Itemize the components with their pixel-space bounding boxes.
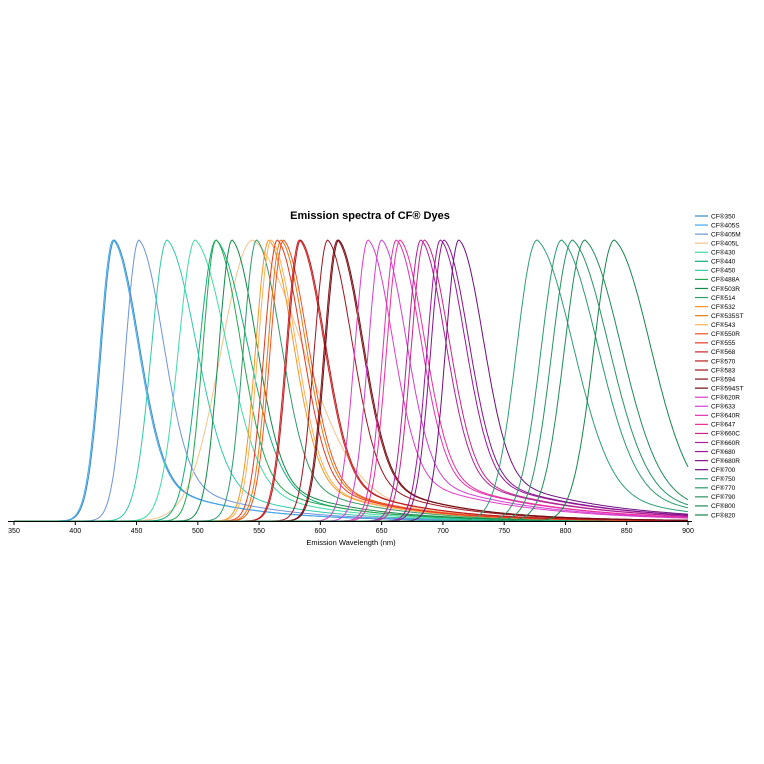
- legend-label: CF®488A: [711, 276, 740, 284]
- legend-label: CF®440: [711, 258, 736, 266]
- legend-label: CF®535ST: [711, 312, 744, 320]
- legend-label: CF®594ST: [711, 384, 744, 392]
- legend-item: CF®430: [695, 249, 736, 257]
- legend-label: CF®430: [711, 249, 736, 257]
- legend-item: CF®633: [695, 403, 736, 411]
- legend-item: CF®640R: [695, 412, 740, 420]
- legend-label: CF®405S: [711, 221, 740, 229]
- spectra-curves: [14, 239, 689, 522]
- legend-item: CF®680: [695, 448, 736, 456]
- x-tick-label: 800: [560, 528, 572, 535]
- legend-item: CF®583: [695, 366, 736, 374]
- legend-label: CF®450: [711, 267, 736, 275]
- legend-item: CF®514: [695, 294, 736, 302]
- legend-item: CF®488A: [695, 276, 740, 284]
- x-tick-label: 700: [437, 528, 449, 535]
- legend-label: CF®680: [711, 448, 736, 456]
- legend-label: CF®532: [711, 303, 736, 311]
- legend-item: CF®820: [695, 511, 736, 519]
- legend-label: CF®800: [711, 502, 736, 510]
- legend-item: CF®770: [695, 484, 736, 492]
- legend-label: CF®680R: [711, 457, 740, 465]
- legend-item: CF®800: [695, 502, 736, 510]
- legend-item: CF®405L: [695, 239, 739, 247]
- legend-item: CF®555: [695, 339, 736, 347]
- legend-item: CF®405S: [695, 221, 740, 229]
- legend-label: CF®543: [711, 321, 736, 329]
- legend-item: CF®570: [695, 357, 736, 365]
- x-tick-label: 550: [253, 528, 265, 535]
- legend-item: CF®660C: [695, 430, 740, 438]
- legend-label: CF®570: [711, 357, 736, 365]
- legend-item: CF®440: [695, 258, 736, 266]
- legend-item: CF®594ST: [695, 384, 744, 392]
- x-tick-label: 350: [8, 528, 20, 535]
- x-tick-label: 400: [69, 528, 81, 535]
- legend-label: CF®790: [711, 493, 736, 501]
- legend-label: CF®660C: [711, 430, 740, 438]
- legend-label: CF®660R: [711, 439, 740, 447]
- legend-item: CF®700: [695, 466, 736, 474]
- legend-item: CF®350: [695, 212, 736, 220]
- x-tick-label: 600: [315, 528, 327, 535]
- spectrum-curve-CF594: [14, 239, 688, 522]
- legend-label: CF®620R: [711, 394, 740, 402]
- legend-item: CF®680R: [695, 457, 740, 465]
- legend-label: CF®633: [711, 403, 736, 411]
- x-tick-label: 500: [192, 528, 204, 535]
- legend-item: CF®594: [695, 375, 736, 383]
- legend-label: CF®640R: [711, 412, 740, 420]
- legend-item: CF®568: [695, 348, 736, 356]
- legend-item: CF®620R: [695, 394, 740, 402]
- x-tick-label: 450: [131, 528, 143, 535]
- legend-label: CF®700: [711, 466, 736, 474]
- legend-item: CF®550R: [695, 330, 740, 338]
- legend-item: CF®647: [695, 421, 736, 429]
- x-tick-label: 900: [682, 528, 694, 535]
- legend-label: CF®568: [711, 348, 736, 356]
- x-axis-label: Emission Wavelength (nm): [306, 538, 396, 547]
- legend-item: CF®405M: [695, 230, 741, 238]
- legend-label: CF®503R: [711, 285, 740, 293]
- legend-label: CF®350: [711, 212, 736, 220]
- legend: CF®350CF®405SCF®405MCF®405LCF®430CF®440C…: [695, 212, 744, 519]
- legend-label: CF®820: [711, 511, 736, 519]
- legend-item: CF®750: [695, 475, 736, 483]
- legend-label: CF®770: [711, 484, 736, 492]
- legend-label: CF®514: [711, 294, 736, 302]
- legend-label: CF®405M: [711, 230, 741, 238]
- legend-label: CF®750: [711, 475, 736, 483]
- chart-title: Emission spectra of CF® Dyes: [290, 210, 450, 222]
- legend-item: CF®450: [695, 267, 736, 275]
- x-tick-label: 750: [498, 528, 510, 535]
- legend-item: CF®543: [695, 321, 736, 329]
- legend-label: CF®647: [711, 421, 736, 429]
- legend-item: CF®503R: [695, 285, 740, 293]
- legend-label: CF®405L: [711, 239, 739, 247]
- legend-item: CF®535ST: [695, 312, 744, 320]
- x-axis: 350 400 450 500 550 600 650 700 750 800 850 900: [8, 521, 694, 535]
- x-tick-label: 850: [621, 528, 633, 535]
- legend-item: CF®660R: [695, 439, 740, 447]
- legend-label: CF®550R: [711, 330, 740, 338]
- x-tick-label: 650: [376, 528, 388, 535]
- legend-label: CF®594: [711, 375, 736, 383]
- legend-label: CF®555: [711, 339, 736, 347]
- legend-item: CF®790: [695, 493, 736, 501]
- legend-item: CF®532: [695, 303, 736, 311]
- legend-label: CF®583: [711, 366, 736, 374]
